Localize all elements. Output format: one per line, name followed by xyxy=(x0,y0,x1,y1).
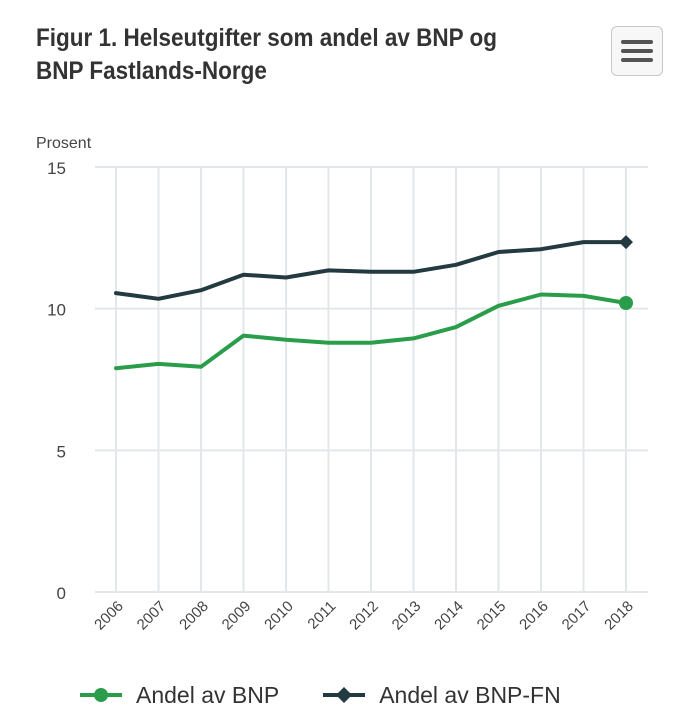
x-tick-label: 2014 xyxy=(431,598,467,634)
x-tick-label: 2006 xyxy=(91,598,127,634)
legend-label: Andel av BNP xyxy=(136,681,280,708)
legend-circle-icon xyxy=(80,688,122,702)
legend-marker-bnp-fn xyxy=(336,687,353,703)
legend-diamond-icon xyxy=(323,687,366,703)
x-tick-label: 2010 xyxy=(261,598,297,634)
data-point-last-bnp-fn[interactable] xyxy=(619,235,633,250)
x-tick-label: 2008 xyxy=(176,598,212,634)
x-tick-label: 2015 xyxy=(474,598,510,634)
legend-label: Andel av BNP-FN xyxy=(379,681,561,708)
y-tick-label: 0 xyxy=(57,584,66,603)
legend-item-andel-av-bnp[interactable]: Andel av BNP xyxy=(80,682,279,709)
y-tick-label: 10 xyxy=(47,301,66,320)
x-tick-label: 2013 xyxy=(389,598,425,634)
series-line-bnp-fn[interactable] xyxy=(114,240,628,301)
x-tick-label: 2011 xyxy=(304,598,339,633)
x-tick-label: 2009 xyxy=(219,598,255,634)
series xyxy=(114,235,633,371)
y-tick-label: 15 xyxy=(47,159,66,178)
chart-menu-button[interactable] xyxy=(611,26,663,76)
data-point-last-bnp[interactable] xyxy=(619,296,633,310)
x-tick-label: 2007 xyxy=(134,598,170,634)
legend-item-andel-av-bnp-fn[interactable]: Andel av BNP-FN xyxy=(323,682,561,709)
grid xyxy=(95,166,648,593)
x-tick-label: 2012 xyxy=(346,598,382,634)
x-tick-label: 2018 xyxy=(601,598,637,634)
legend-marker-bnp xyxy=(94,688,108,702)
x-tick-label: 2016 xyxy=(516,598,552,634)
hamburger-menu-icon xyxy=(621,40,653,62)
series-line-bnp[interactable] xyxy=(114,292,628,371)
chart-title: Figur 1. Helseutgifter som andel av BNP … xyxy=(36,24,497,85)
y-axis-title: Prosent xyxy=(36,135,92,152)
x-tick-label: 2017 xyxy=(559,598,595,634)
x-axis: 2006 2007 2008 2009 2010 2011 2012 2013 2014 2015… xyxy=(91,598,637,634)
y-tick-label: 5 xyxy=(57,442,66,461)
y-axis: 0 5 10 15 xyxy=(47,159,66,603)
legend: Andel av BNP Andel av BNP-FN xyxy=(80,675,561,715)
